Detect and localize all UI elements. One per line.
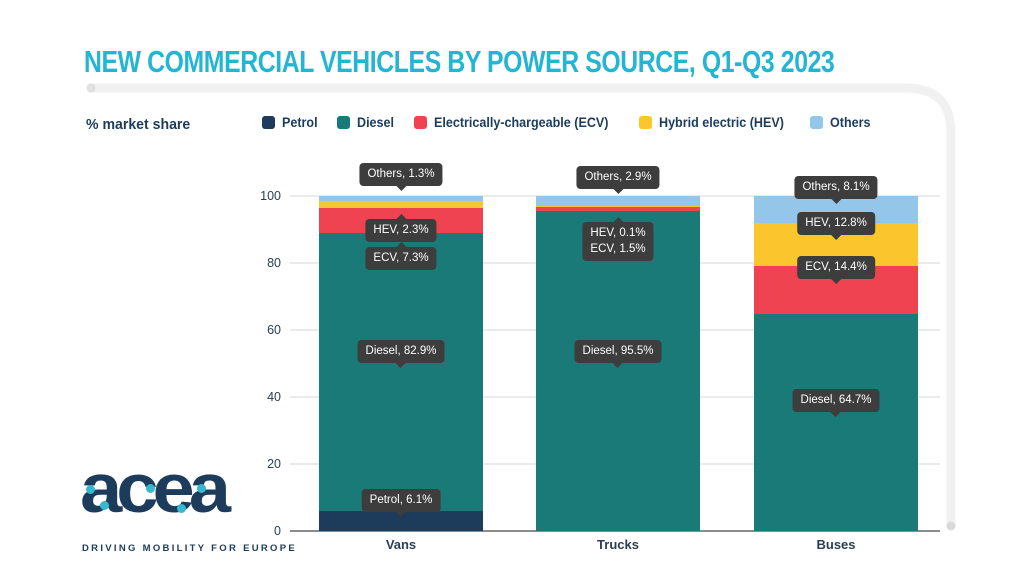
logo-accent-dot	[197, 484, 206, 493]
bar-label: Others, 8.1%	[794, 176, 878, 200]
logo-tagline: DRIVING MOBILITY FOR EUROPE	[82, 543, 297, 554]
bar-label: HEV, 12.8%	[797, 212, 875, 236]
y-axis-tick-label: 0	[274, 524, 281, 538]
legend-swatch	[809, 116, 823, 129]
logo-accent-dot	[86, 485, 95, 494]
legend: Petrol Diesel Electrically-chargeable (ECV…	[262, 115, 873, 130]
bar-label-text: Diesel, 64.7%	[800, 394, 872, 406]
bar-segment-vans-petrol	[319, 510, 483, 531]
bar-label-text: HEV, 0.1%	[590, 227, 646, 239]
bar-label-text: Petrol, 6.1%	[369, 494, 433, 506]
bar-segment-vans-diesel	[319, 232, 483, 511]
bar-label: Petrol, 6.1%	[361, 489, 441, 513]
logo-accent-dot	[146, 484, 155, 493]
legend-swatch	[337, 116, 351, 129]
bar-label-text: ECV, 1.5%	[590, 243, 646, 256]
bar-label: Diesel, 64.7%	[792, 389, 880, 413]
frame-end-cap	[946, 521, 956, 531]
page-title: NEW COMMERCIAL VEHICLES BY POWER SOURCE,…	[84, 44, 835, 79]
y-axis-tick-label: 20	[267, 457, 281, 471]
x-axis-category-label: Trucks	[597, 537, 639, 552]
bar-label-text: ECV, 14.4%	[805, 261, 867, 273]
legend-label: Others	[829, 115, 871, 130]
acea-logo: acea	[80, 454, 240, 546]
legend-item: Hybrid electric (HEV)	[638, 115, 793, 130]
y-axis-tick-label: 60	[267, 323, 281, 337]
x-axis-category-label: Vans	[385, 537, 417, 552]
market-share-axis-label: % market share	[86, 116, 191, 133]
bar-segment-vans-others	[319, 196, 483, 201]
legend-label: Petrol	[282, 115, 318, 130]
legend-swatch	[638, 116, 652, 129]
legend-item: Others	[809, 115, 874, 130]
bar-label: Others, 2.9%	[576, 166, 660, 190]
logo-accent-dot	[100, 501, 109, 510]
legend-label: Diesel	[357, 115, 395, 130]
y-axis-tick-label: 40	[267, 390, 281, 404]
legend-item: Petrol	[262, 115, 320, 130]
bar-label: ECV, 14.4%	[797, 256, 875, 280]
bar-segment-trucks-diesel	[536, 211, 700, 531]
bar-label: Diesel, 95.5%	[574, 340, 662, 364]
bar-label: Diesel, 82.9%	[357, 340, 445, 364]
bar-label-text: HEV, 12.8%	[805, 217, 867, 229]
gridline	[290, 530, 940, 532]
logo-accent-dot	[177, 504, 186, 513]
frame-start-cap	[86, 83, 96, 93]
bar-label: HEV, 2.3%	[365, 219, 437, 243]
y-axis-tick-label: 80	[267, 256, 281, 270]
legend-label: Hybrid electric (HEV)	[658, 115, 784, 130]
bar-label: Others, 1.3%	[359, 163, 443, 187]
bar-label: ECV, 7.3%	[365, 247, 437, 271]
bar-label-text: Others, 1.3%	[367, 168, 435, 180]
bar-label-text: Diesel, 95.5%	[582, 345, 654, 357]
bar-label: HEV, 0.1% ECV, 1.5%	[582, 222, 654, 262]
y-axis-tick-label: 100	[260, 189, 281, 203]
bar-label-text: Others, 8.1%	[802, 181, 870, 193]
legend-swatch	[414, 116, 428, 129]
bar-label-text: Diesel, 82.9%	[365, 345, 437, 357]
legend-item: Electrically-chargeable (ECV)	[414, 115, 622, 130]
x-axis-category-label: Buses	[816, 537, 856, 552]
bar-segment-trucks-electrically-chargeable-ecv-	[536, 206, 700, 212]
bar-label-text: Others, 2.9%	[584, 171, 652, 183]
bar-label-text: HEV, 2.3%	[373, 224, 429, 236]
legend-swatch	[262, 116, 275, 129]
bar-segment-trucks-others	[536, 196, 700, 206]
bar-label-text: ECV, 7.3%	[373, 252, 429, 264]
bar-segment-buses-diesel	[754, 314, 918, 531]
legend-label: Electrically-chargeable (ECV)	[434, 115, 609, 130]
bar-segment-vans-hybrid-electric-hev-	[319, 200, 483, 209]
legend-item: Diesel	[337, 115, 397, 130]
